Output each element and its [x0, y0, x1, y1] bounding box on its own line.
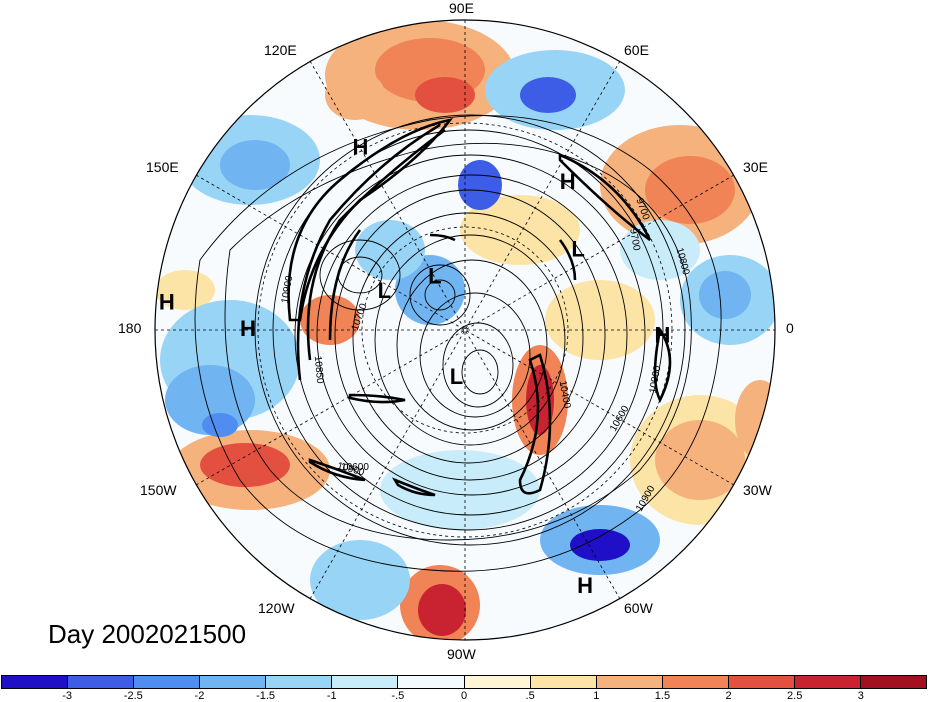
colorbar-segment: [200, 676, 267, 688]
colorbar-segment: [332, 676, 399, 688]
graticule: [155, 20, 775, 640]
day-title: Day 2002021500: [48, 619, 247, 649]
colorbar-segment: [728, 676, 795, 688]
lon-label-120w: 120W: [258, 600, 295, 616]
colorbar-segment: [464, 676, 531, 688]
low-pressure-label: L: [450, 364, 463, 389]
jet-contours: [287, 118, 672, 497]
anomaly-field: [155, 20, 775, 640]
map-boundary: [154, 19, 776, 641]
lon-label-30w: 30W: [743, 482, 772, 498]
lon-label-90e: 90E: [449, 0, 474, 16]
lon-label-120e: 120E: [264, 42, 297, 58]
contour-value-label: 10850: [312, 355, 325, 384]
colorbar-segment: [596, 676, 663, 688]
lon-label-30e: 30E: [743, 159, 768, 175]
high-pressure-label: H: [577, 573, 593, 598]
colorbar-segment: [398, 676, 465, 688]
contour-value-label: 10600: [341, 462, 369, 473]
colorbar-tick-label: 3: [857, 690, 864, 702]
contour-value-label: 9700: [627, 228, 642, 252]
colorbar-tick-label: -2.5: [123, 690, 143, 702]
low-pressure-label: L: [571, 237, 584, 262]
colorbar-tick-label: 0: [460, 690, 468, 702]
lon-label-0: 0: [786, 320, 794, 336]
colorbar-segment: [794, 676, 862, 688]
colorbar-tick-label: -.5: [391, 690, 405, 702]
colorbar: [1, 675, 927, 689]
low-pressure-label: L: [378, 278, 391, 303]
colorbar-tick-label: -1: [326, 690, 337, 702]
colorbar-tick-label: .5: [525, 690, 535, 702]
colorbar-segment: [266, 676, 333, 688]
high-pressure-label: H: [560, 169, 576, 194]
colorbar-segment: [861, 676, 927, 688]
lon-label-90w: 90W: [447, 646, 476, 662]
colorbar-segment: [68, 676, 135, 688]
colorbar-segment: [530, 676, 597, 688]
lon-label-180: 180: [118, 320, 142, 336]
colorbar-segment: [2, 676, 69, 688]
colorbar-tick-label: -3: [62, 690, 73, 702]
lon-label-150e: 150E: [146, 159, 179, 175]
height-contours: [194, 114, 722, 572]
colorbar-tick-label: 1.5: [654, 690, 671, 702]
lon-label-60w: 60W: [624, 600, 653, 616]
contour-value-label: 10900: [648, 364, 664, 394]
lon-label-60e: 60E: [624, 42, 649, 58]
lon-label-150w: 150W: [140, 482, 177, 498]
low-pressure-label: L: [428, 264, 441, 289]
colorbar-segment: [662, 676, 729, 688]
colorbar-segment: [134, 676, 201, 688]
contour-value-label: 10900: [280, 274, 296, 304]
high-pressure-label: H: [353, 135, 369, 160]
high-pressure-label: H: [240, 316, 256, 341]
pressure-centers: H H H H H H L L L L: [159, 135, 670, 599]
contour-value-label: 10400: [557, 380, 573, 410]
high-pressure-label: H: [159, 290, 175, 315]
high-pressure-label: H: [654, 323, 670, 348]
colorbar-tick-label: -1.5: [256, 690, 276, 702]
colorbar-tick-label: 2.5: [787, 690, 803, 702]
colorbar-tick-label: 1: [593, 690, 600, 702]
colorbar-tick-label: -2: [194, 690, 205, 702]
colorbar-tick-label: 2: [725, 690, 732, 702]
